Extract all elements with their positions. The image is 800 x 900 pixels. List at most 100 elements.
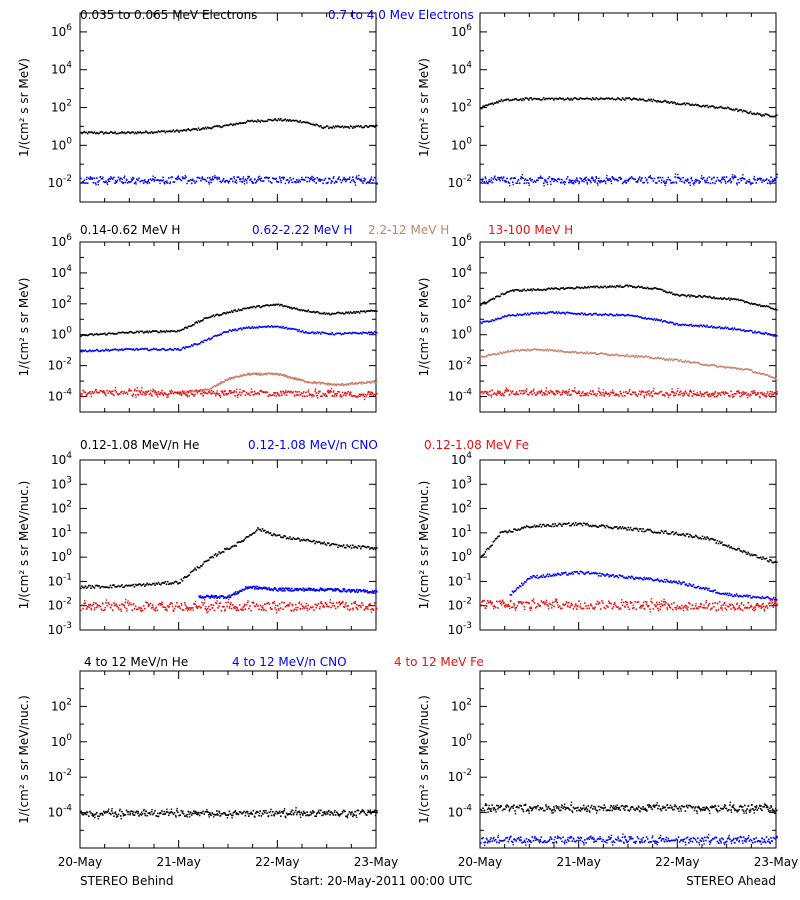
- data-point: [512, 349, 514, 352]
- data-point: [196, 343, 199, 346]
- data-point: [611, 97, 614, 100]
- data-point: [517, 289, 520, 291]
- data-point: [709, 182, 712, 185]
- data-point: [748, 368, 751, 371]
- data-point: [507, 389, 510, 392]
- data-point: [723, 366, 726, 368]
- data-point: [94, 606, 96, 609]
- data-point: [662, 290, 665, 293]
- data-point: [698, 394, 700, 396]
- data-point: [598, 177, 600, 179]
- data-point: [638, 286, 641, 289]
- data-point: [233, 176, 235, 178]
- data-point: [486, 547, 489, 550]
- data-point: [89, 604, 91, 607]
- data-point: [566, 394, 569, 396]
- data-point: [201, 392, 203, 395]
- data-point: [253, 602, 255, 604]
- data-point: [142, 332, 145, 334]
- data-point: [642, 356, 644, 359]
- data-point: [720, 365, 722, 368]
- data-point: [602, 313, 604, 316]
- data-point: [675, 182, 678, 184]
- data-point: [364, 607, 367, 610]
- data-point: [656, 287, 658, 290]
- data-point: [106, 389, 108, 392]
- data-point: [569, 351, 571, 353]
- data-point: [236, 122, 239, 125]
- data-point: [538, 390, 540, 393]
- data-point: [262, 373, 265, 376]
- data-point: [316, 123, 319, 126]
- data-point: [277, 373, 280, 376]
- data-point: [370, 331, 372, 333]
- data-point: [345, 384, 348, 386]
- data-point: [507, 531, 510, 533]
- data-point: [509, 184, 511, 187]
- data-point: [683, 182, 686, 184]
- data-point: [501, 100, 504, 103]
- data-point: [507, 314, 510, 316]
- data-point: [225, 124, 227, 127]
- data-point: [129, 602, 131, 604]
- data-point: [235, 606, 238, 609]
- data-point: [652, 180, 655, 182]
- data-point: [104, 392, 106, 394]
- data-point: [213, 335, 216, 337]
- data-point: [139, 131, 142, 133]
- data-point: [766, 305, 769, 308]
- data-point: [352, 544, 354, 547]
- data-point: [356, 607, 359, 610]
- y-tick-label: 102: [451, 500, 472, 516]
- data-point: [267, 325, 270, 327]
- data-point: [562, 286, 564, 289]
- data-point: [294, 119, 297, 122]
- data-point: [107, 178, 110, 181]
- data-point: [507, 291, 510, 293]
- data-point: [93, 349, 96, 352]
- data-point: [332, 543, 335, 545]
- data-point: [129, 330, 131, 333]
- data-point: [363, 126, 366, 129]
- data-point: [131, 179, 134, 182]
- data-point: [595, 353, 598, 356]
- data-point: [246, 119, 249, 122]
- data-point: [571, 312, 574, 314]
- data-point: [297, 606, 299, 609]
- data-point: [293, 120, 296, 122]
- data-point: [547, 524, 550, 526]
- data-point: [497, 295, 499, 297]
- y-tick-label: 100: [451, 548, 472, 564]
- data-point: [265, 373, 268, 376]
- data-point: [241, 609, 243, 611]
- data-point: [545, 349, 547, 352]
- data-point: [548, 287, 551, 290]
- data-point: [645, 287, 648, 290]
- data-point: [314, 331, 316, 334]
- data-point: [364, 124, 367, 127]
- data-point: [579, 287, 582, 290]
- data-point: [484, 320, 487, 323]
- data-point: [741, 395, 743, 397]
- data-point: [737, 390, 739, 393]
- data-point: [602, 391, 604, 394]
- data-point: [548, 525, 551, 527]
- data-point: [624, 355, 626, 358]
- data-point: [737, 390, 740, 392]
- data-point: [736, 298, 738, 301]
- data-point: [234, 395, 236, 397]
- data-point: [337, 177, 340, 180]
- data-point: [682, 102, 684, 105]
- data-point: [239, 388, 241, 391]
- data-point: [331, 312, 334, 315]
- data-point: [321, 542, 323, 544]
- data-point: [688, 324, 690, 327]
- data-point: [544, 181, 546, 183]
- data-point: [530, 97, 532, 99]
- data-point: [521, 99, 523, 102]
- data-point: [86, 350, 89, 353]
- data-point: [373, 176, 376, 179]
- data-point: [548, 348, 551, 351]
- data-point: [117, 607, 120, 609]
- data-point: [350, 603, 353, 605]
